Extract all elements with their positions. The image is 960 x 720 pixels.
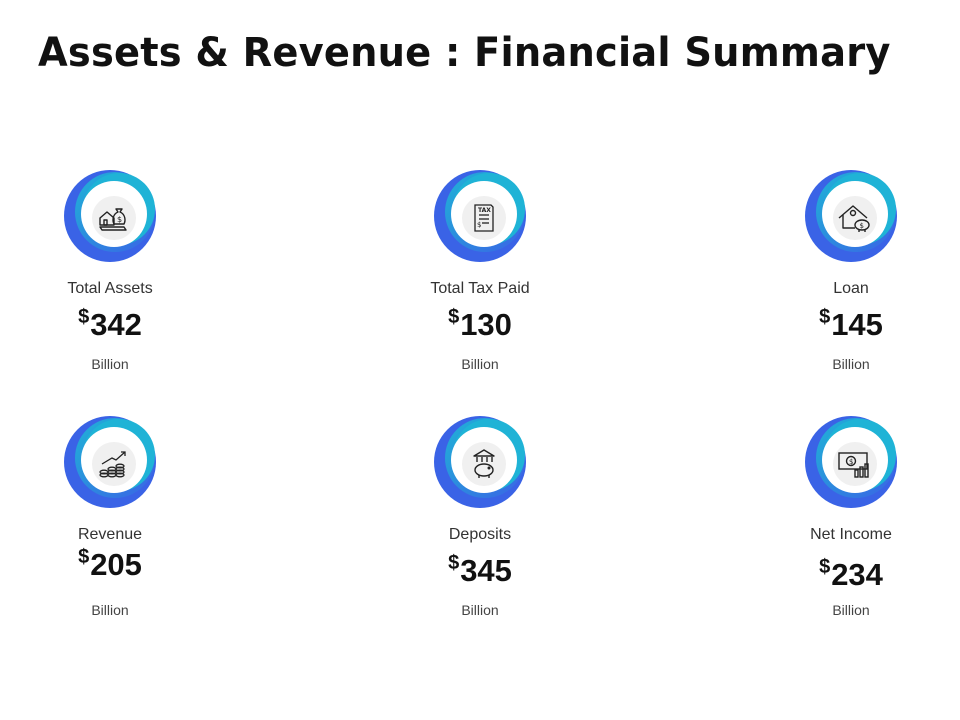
- coins-growth-icon: [92, 442, 136, 486]
- metric-label: Revenue: [77, 526, 143, 543]
- metric-label: Net Income: [810, 526, 892, 543]
- house-money-bag-icon: $: [92, 196, 136, 240]
- metric-label: Loan: [833, 280, 869, 297]
- svg-text:$: $: [860, 222, 864, 230]
- metric-value: $342: [78, 306, 142, 342]
- metric-card-deposits: Deposits $345 Billion: [370, 414, 590, 644]
- tax-document-icon: TAX $: [462, 196, 506, 240]
- page-title: Assets & Revenue : Financial Summary: [38, 30, 891, 76]
- metric-value: $130: [448, 306, 512, 342]
- svg-text:$: $: [849, 458, 853, 466]
- metric-card-net-income: $ Net Income $234 Billion: [741, 414, 960, 644]
- svg-text:TAX: TAX: [478, 207, 491, 214]
- metric-card-total-assets: $ Total Assets $342 Billion: [0, 168, 220, 398]
- cash-chart-icon: $: [833, 442, 877, 486]
- metric-value: $345: [448, 552, 512, 588]
- metric-card-total-tax-paid: TAX $ Total Tax Paid $130 Billion: [370, 168, 590, 398]
- metric-card-loan: $ Loan $145 Billion: [741, 168, 960, 398]
- metric-value: $234: [819, 556, 883, 592]
- metric-card-revenue: Revenue $205 Billion: [0, 414, 220, 644]
- metric-unit: Billion: [461, 356, 499, 372]
- metric-unit: Billion: [91, 602, 129, 618]
- metric-value: $205: [78, 546, 142, 582]
- metric-value: $145: [819, 306, 883, 342]
- metric-unit: Billion: [91, 356, 129, 372]
- bank-piggy-icon: [462, 442, 506, 486]
- metric-label: Total Assets: [67, 280, 153, 297]
- metric-unit: Billion: [832, 356, 870, 372]
- metric-label: Total Tax Paid: [430, 280, 530, 297]
- metric-label: Deposits: [448, 526, 512, 543]
- metric-unit: Billion: [832, 602, 870, 618]
- svg-text:$: $: [477, 221, 481, 229]
- svg-text:$: $: [117, 215, 122, 224]
- metric-unit: Billion: [461, 602, 499, 618]
- house-piggy-bank-icon: $: [833, 196, 877, 240]
